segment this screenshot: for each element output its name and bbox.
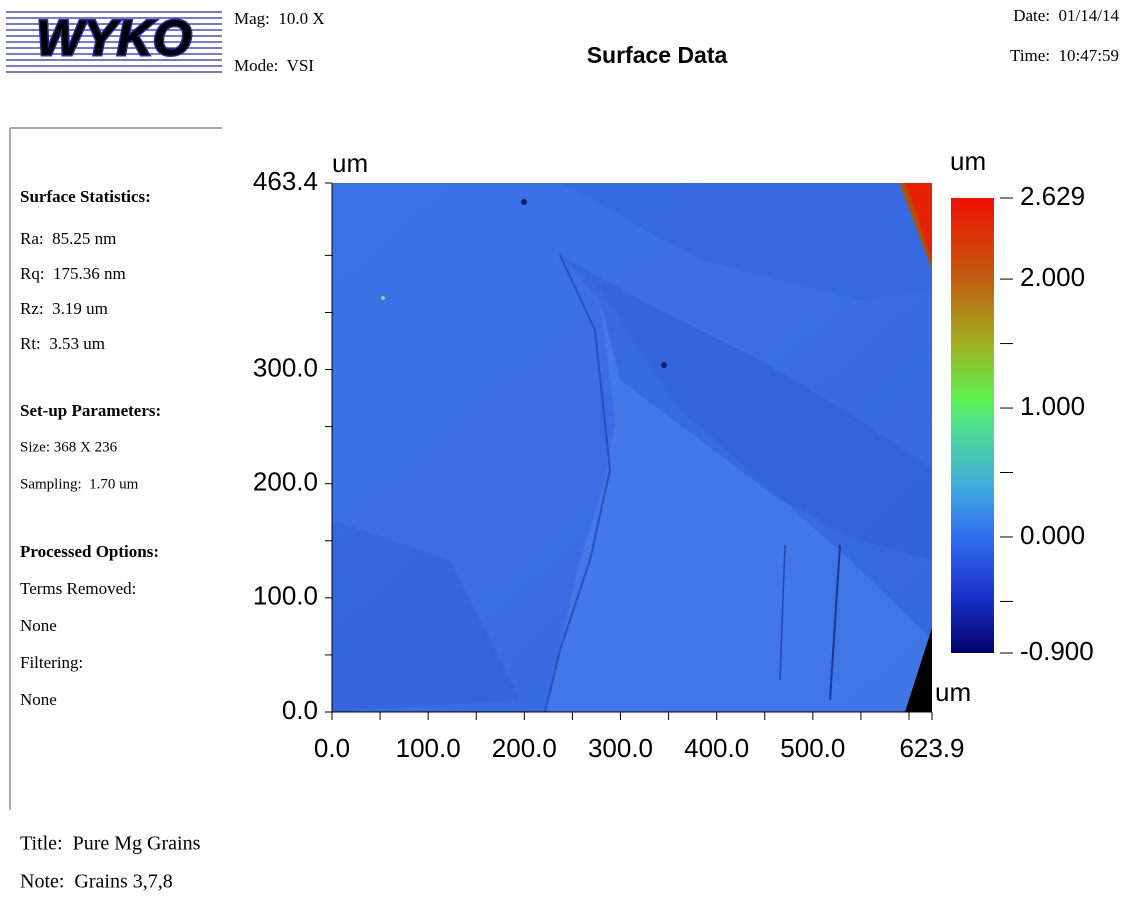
section-line: Rz: 3.19 um [20, 299, 108, 318]
colorbar-tick-label: 1.000 [1020, 391, 1085, 421]
time: Time: 10:47:59 [1010, 46, 1119, 65]
y-tick-label: 300.0 [253, 352, 318, 382]
x-tick-label: 623.9 [899, 733, 964, 763]
report-note: Note: Grains 3,7,8 [20, 871, 173, 893]
section-line: Terms Removed: [20, 579, 136, 598]
mag: Mag: 10.0 X [234, 9, 325, 28]
mode: Mode: VSI [234, 56, 314, 75]
colorbar-tick-label: 2.629 [1020, 181, 1085, 211]
section-line: Rt: 3.53 um [20, 334, 105, 353]
section-line: Size: 368 X 236 [20, 439, 118, 455]
report-title: Title: Pure Mg Grains [20, 833, 201, 855]
section-heading: Processed Options: [20, 542, 159, 561]
x-tick-label: 500.0 [780, 733, 845, 763]
y-tick-label: 200.0 [253, 467, 318, 497]
section-line: None [20, 616, 57, 635]
colorbar [951, 198, 994, 653]
pit [521, 199, 527, 205]
pit [661, 362, 667, 368]
page-title: Surface Data [587, 42, 728, 68]
report: WYKO Mag: 10.0 X Mode: VSI Surface Data … [0, 0, 1125, 901]
x-tick-label: 200.0 [492, 733, 557, 763]
section-line: Sampling: 1.70 um [20, 476, 139, 492]
section-heading: Surface Statistics: [20, 187, 151, 206]
sidebar: Surface Statistics: Ra: 85.25 nm Rq: 175.3… [20, 187, 161, 709]
section-line: Rq: 175.36 nm [20, 264, 126, 283]
section-line: None [20, 690, 57, 709]
section-line: Filtering: [20, 653, 83, 672]
y-tick-label: 463.4 [253, 166, 318, 196]
surface-map [332, 183, 932, 712]
colorbar-tick-label: 2.000 [1020, 262, 1085, 292]
spot [381, 296, 385, 300]
colorbar-tick-label: -0.900 [1020, 636, 1094, 666]
y-tick-label: 0.0 [282, 695, 318, 725]
x-tick-label: 400.0 [684, 733, 749, 763]
colorbar-label: um [950, 146, 986, 176]
colorbar-tick-label: 0.000 [1020, 520, 1085, 550]
y-tick-label: 100.0 [253, 581, 318, 611]
y-axis-label: um [332, 148, 368, 178]
x-tick-label: 0.0 [314, 733, 350, 763]
x-axis-label: um [935, 677, 971, 707]
x-tick-label: 300.0 [588, 733, 653, 763]
date: Date: 01/14/14 [1013, 6, 1119, 25]
logo-text: WYKO [36, 10, 192, 66]
section-heading: Set-up Parameters: [20, 401, 161, 420]
x-tick-label: 100.0 [396, 733, 461, 763]
logo: WYKO [6, 10, 222, 72]
section-line: Ra: 85.25 nm [20, 229, 116, 248]
